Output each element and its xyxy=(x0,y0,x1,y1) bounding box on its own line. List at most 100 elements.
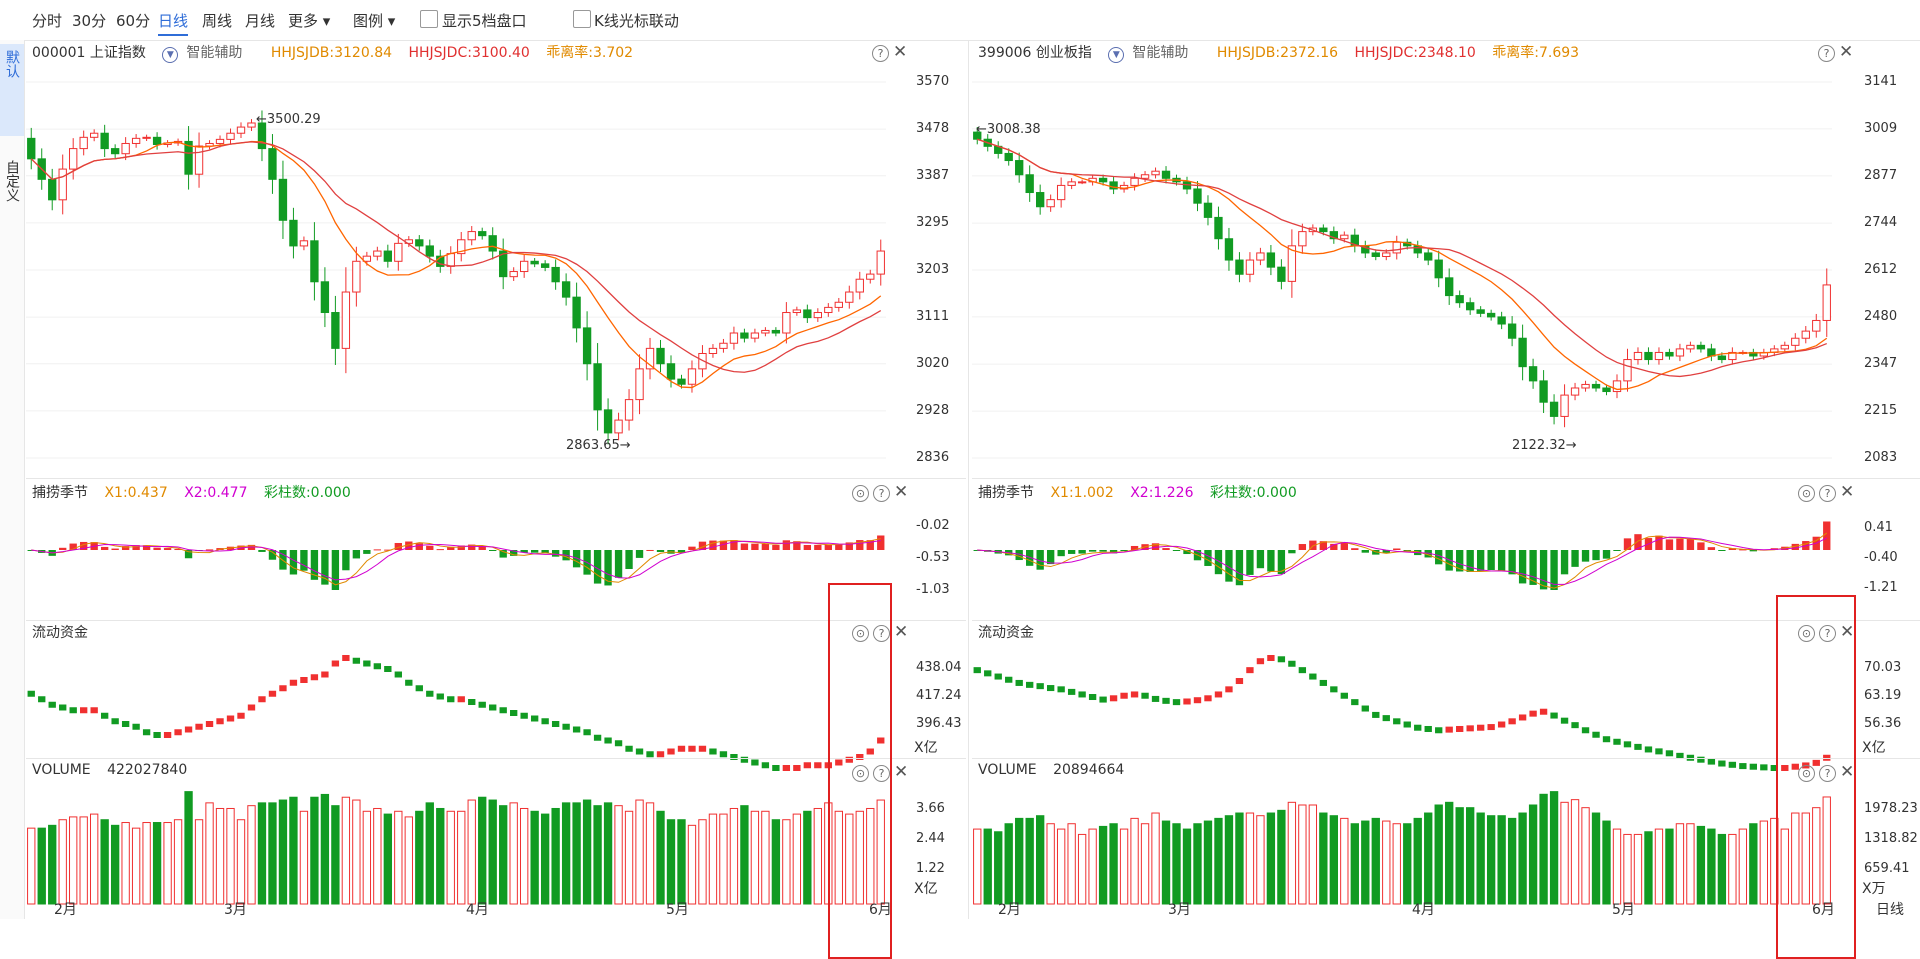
side-tab-default[interactable]: 默认 xyxy=(0,44,24,136)
flow-step xyxy=(468,699,476,705)
candle xyxy=(1476,309,1485,314)
price-tick: 3009 xyxy=(1864,121,1898,136)
help-icon[interactable]: ? xyxy=(872,45,889,62)
volume-bar xyxy=(1812,807,1821,905)
volume-bar xyxy=(582,799,592,905)
flow-step xyxy=(90,707,98,714)
volume-bar xyxy=(226,807,235,905)
period-tab-60min[interactable]: 60分 xyxy=(116,12,151,30)
flow-step xyxy=(310,674,319,681)
left-ind1-controls: ⊙? ✕ xyxy=(852,482,908,502)
flow-step xyxy=(132,723,140,730)
histogram-bar xyxy=(635,550,644,558)
left-candlestick-chart[interactable] xyxy=(26,74,886,474)
help-icon[interactable]: ? xyxy=(1819,625,1836,642)
close-icon[interactable]: ✕ xyxy=(893,42,908,62)
help-icon[interactable]: ? xyxy=(873,625,890,642)
histogram-bar xyxy=(1288,550,1296,554)
volume-bar xyxy=(1340,817,1349,905)
help-icon[interactable]: ? xyxy=(1819,765,1836,782)
settings-icon[interactable]: ⊙ xyxy=(852,625,869,642)
period-footer-label[interactable]: 日线 xyxy=(1876,902,1904,918)
volume-bar xyxy=(1455,807,1464,905)
settings-icon[interactable]: ⊙ xyxy=(1798,485,1815,502)
flow-step xyxy=(1099,696,1107,703)
right-ind1-bars: 彩柱数:0.000 xyxy=(1209,485,1297,501)
left-assist-toggle[interactable]: ▼ 智能辅助 xyxy=(162,45,254,63)
left-chart-panel: 000001 上证指数 ▼ 智能辅助 HHJSJDB:3120.84 HHJSJD… xyxy=(26,40,966,959)
close-icon[interactable]: ✕ xyxy=(894,482,909,502)
left-high-value: 3500.29 xyxy=(266,112,321,127)
volume-bar xyxy=(1403,823,1412,905)
period-tab-weekly[interactable]: 周线 xyxy=(202,12,233,30)
right-assist-toggle[interactable]: ▼ 智能辅助 xyxy=(1108,45,1200,63)
histogram-bar xyxy=(80,541,88,550)
right-volume-chart[interactable] xyxy=(972,780,1832,905)
histogram-bar xyxy=(740,543,749,550)
more-dropdown[interactable]: 更多 ▾ xyxy=(288,12,331,30)
close-icon[interactable]: ✕ xyxy=(1840,762,1855,782)
histogram-bar xyxy=(625,550,633,569)
candle xyxy=(1004,152,1013,162)
histogram-bar xyxy=(1267,550,1275,572)
left-volume-header: VOLUME 422027840 xyxy=(32,762,199,778)
flow-step xyxy=(1088,694,1097,701)
left-flow-chart[interactable] xyxy=(26,652,886,782)
close-icon[interactable]: ✕ xyxy=(894,762,909,782)
help-icon[interactable]: ? xyxy=(1819,485,1836,502)
period-tab-minute[interactable]: 分时 xyxy=(32,12,63,30)
flow-step xyxy=(1466,725,1474,732)
legend-dropdown[interactable]: 图例 ▾ xyxy=(353,12,396,30)
flow-step xyxy=(1476,724,1485,731)
candle xyxy=(1224,238,1234,261)
histogram-bar xyxy=(121,546,130,550)
settings-icon[interactable]: ⊙ xyxy=(1798,625,1815,642)
left-indicator-chart[interactable] xyxy=(26,510,886,610)
volume-bar xyxy=(1256,815,1265,905)
candle xyxy=(415,239,424,247)
right-candlestick-chart[interactable] xyxy=(972,74,1832,474)
close-icon[interactable]: ✕ xyxy=(1840,482,1855,502)
volume-bar xyxy=(1822,796,1831,905)
settings-icon[interactable]: ⊙ xyxy=(852,485,869,502)
show-5-level-checkbox[interactable] xyxy=(420,10,438,28)
left-symbol[interactable]: 000001 上证指数 xyxy=(32,45,146,61)
help-icon[interactable]: ? xyxy=(873,485,890,502)
volume-bar xyxy=(352,799,361,905)
histogram-bar xyxy=(1330,543,1338,550)
cursor-link-checkbox[interactable] xyxy=(573,10,591,28)
close-icon[interactable]: ✕ xyxy=(1840,622,1855,642)
period-tab-monthly[interactable]: 月线 xyxy=(245,12,276,30)
flow-step xyxy=(279,685,287,692)
volume-bar xyxy=(1224,815,1234,905)
candle xyxy=(645,347,655,370)
right-symbol[interactable]: 399006 创业板指 xyxy=(978,45,1092,61)
period-tab-30min[interactable]: 30分 xyxy=(72,12,107,30)
oscillator-line xyxy=(31,539,881,581)
settings-icon[interactable]: ⊙ xyxy=(1798,765,1815,782)
candle xyxy=(803,309,812,319)
ind2-tick: 56.36 xyxy=(1864,716,1902,731)
flow-step xyxy=(1372,711,1380,718)
histogram-bar xyxy=(1497,550,1506,571)
help-icon[interactable]: ? xyxy=(873,765,890,782)
left-volume-chart[interactable] xyxy=(26,780,886,905)
close-icon[interactable]: ✕ xyxy=(894,622,909,642)
period-tab-daily[interactable]: 日线 xyxy=(158,10,189,36)
left-high-label: ←3500.29 xyxy=(256,112,321,127)
help-icon[interactable]: ? xyxy=(1818,45,1835,62)
histogram-bar xyxy=(258,550,266,552)
flow-step xyxy=(688,745,696,752)
flow-step xyxy=(48,701,56,708)
right-indicator-chart[interactable] xyxy=(972,510,1832,610)
price-tick: 3478 xyxy=(916,121,950,136)
settings-icon[interactable]: ⊙ xyxy=(852,765,869,782)
histogram-bar xyxy=(1602,550,1611,559)
candle xyxy=(719,342,728,349)
side-tab-custom[interactable]: 自定义 xyxy=(0,160,24,260)
candle xyxy=(973,131,982,140)
volume-bar xyxy=(152,822,162,905)
vol-tick: 1.22 xyxy=(916,861,945,876)
candle xyxy=(1780,344,1789,350)
close-icon[interactable]: ✕ xyxy=(1839,42,1854,62)
